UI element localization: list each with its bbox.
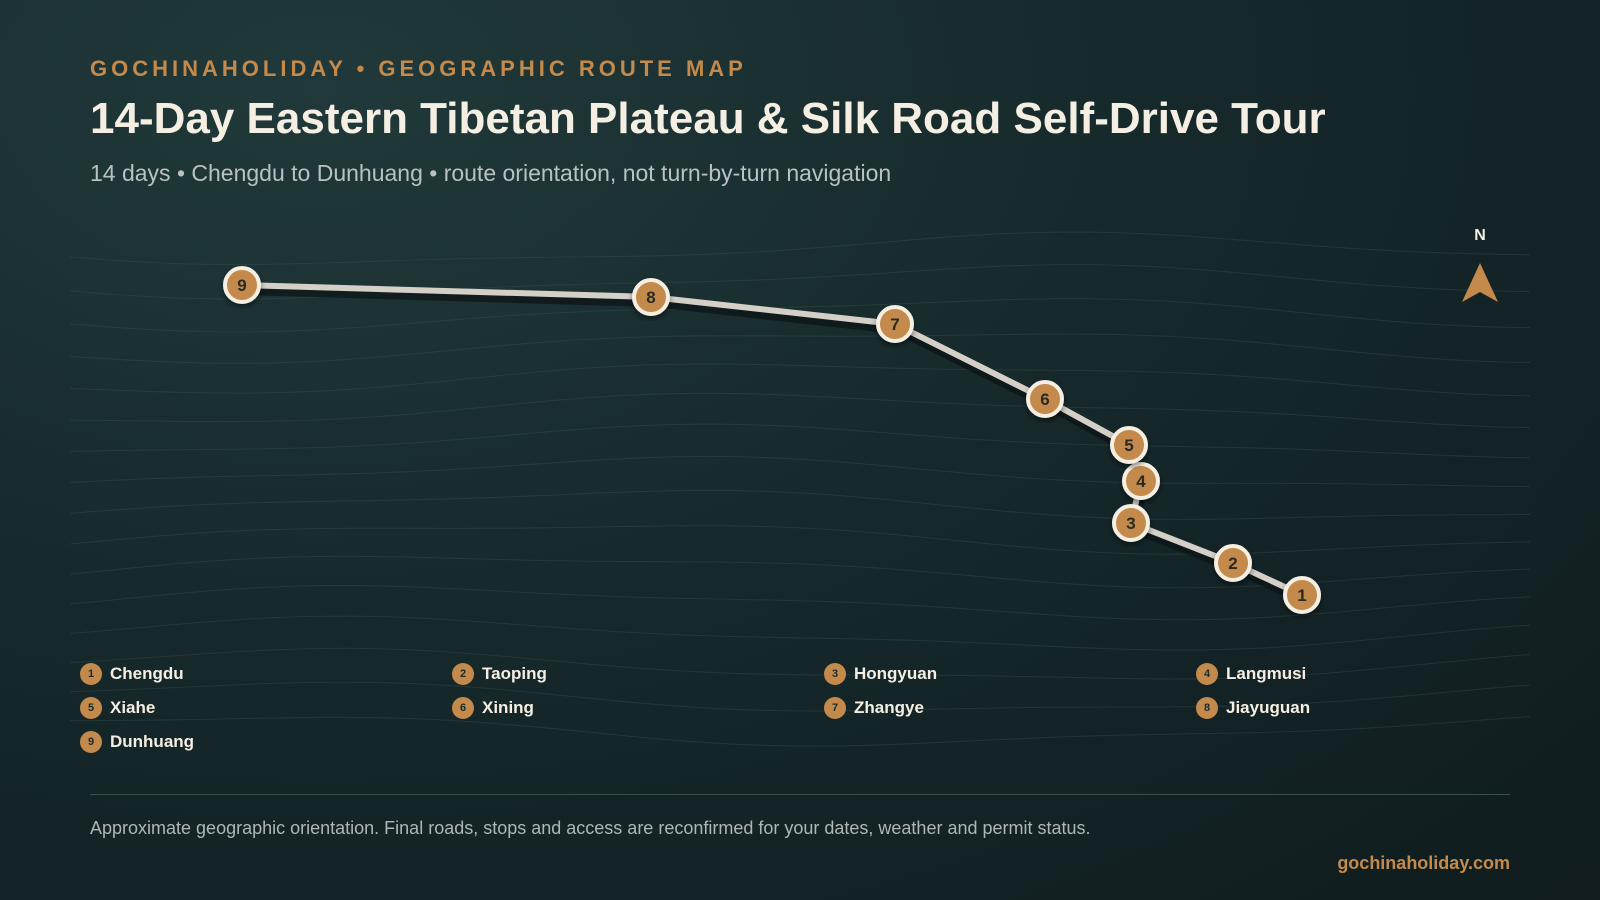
contour-line [69,489,1531,520]
eyebrow-label: GOCHINAHOLIDAY • GEOGRAPHIC ROUTE MAP [90,56,747,81]
marker-number: 7 [890,315,899,334]
legend-item-chengdu: 1 Chengdu [80,663,452,685]
route-marker-taoping: 2 [1214,544,1252,582]
legend-label: Chengdu [110,664,184,683]
contour-line [69,423,1531,459]
marker-circle [1026,380,1064,418]
route-markers: 1 2 3 45 6 7 8 9 [223,266,1321,614]
compass-label: N [1474,227,1486,244]
contour-line [69,585,1531,621]
marker-circle [1283,576,1321,614]
contour-line [69,525,1531,555]
contour-line [69,298,1531,333]
legend-number: 8 [1196,697,1218,719]
marker-number: 6 [1040,390,1049,409]
page-title: 14-Day Eastern Tibetan Plateau & Silk Ro… [90,94,1326,143]
legend-number: 4 [1196,663,1218,685]
marker-number: 3 [1126,514,1135,533]
contour-line [69,333,1531,364]
marker-number: 1 [1297,586,1306,605]
route-marker-dunhuang: 9 [223,266,261,304]
legend-item-taoping: 2 Taoping [452,663,824,685]
page-subtitle: 14 days • Chengdu to Dunhuang • route or… [90,160,892,186]
route-marker-hongyuan: 3 [1112,504,1150,542]
legend-number: 2 [452,663,474,685]
contour-line [69,363,1531,397]
legend-item-xiahe: 5 Xiahe [80,697,452,719]
route-marker-chengdu: 1 [1283,576,1321,614]
route-marker-jiayuguan: 8 [632,278,670,316]
footnote: Approximate geographic orientation. Fina… [90,818,1091,838]
contour-line [70,716,1531,747]
legend-number: 3 [824,663,846,685]
legend-number: 5 [80,697,102,719]
legend-label: Jiayuguan [1226,698,1311,717]
legend-label: Dunhuang [110,732,195,751]
marker-number: 8 [646,288,655,307]
marker-number: 9 [237,276,246,295]
website-link[interactable]: gochinaholiday.com [1337,853,1510,873]
legend-item-xining: 6 Xining [452,697,824,719]
marker-circle [1214,544,1252,582]
marker-circle [1122,462,1160,500]
north-arrow-icon [1462,263,1498,302]
contour-line [69,647,1531,680]
contour-line [69,681,1531,712]
marker-circle [632,278,670,316]
legend-label: Hongyuan [854,664,938,683]
route-marker-langmusi: 4 [1122,462,1160,500]
legend-number: 6 [452,697,474,719]
stop-legend: 1 Chengdu 2 Taoping 3 Hongyuan 4 Langmusi 5 Xiahe… [80,663,1560,753]
legend-item-langmusi: 4 Langmusi [1196,663,1568,685]
compass: N [1462,227,1498,302]
marker-number: 4 [1136,472,1146,491]
marker-circle [1110,426,1148,464]
route-marker-zhangye: 7 [876,305,914,343]
route-marker-xining: 6 [1026,380,1064,418]
legend-label: Taoping [482,664,547,683]
footer-divider [90,794,1510,795]
legend-item-dunhuang: 9 Dunhuang [80,731,452,753]
contour-line [69,264,1531,300]
legend-item-jiayuguan: 8 Jiayuguan [1196,697,1568,719]
legend-number: 1 [80,663,102,685]
marker-circle [223,266,261,304]
legend-label: Langmusi [1226,664,1307,683]
contour-line [69,392,1531,429]
terrain-contours [69,231,1531,747]
legend-number: 9 [80,731,102,753]
legend-item-zhangye: 7 Zhangye [824,697,1196,719]
legend-label: Zhangye [854,698,924,717]
marker-number: 5 [1124,436,1133,455]
marker-circle [876,305,914,343]
contour-line [69,455,1531,488]
legend-item-hongyuan: 3 Hongyuan [824,663,1196,685]
contour-line [69,231,1531,266]
contour-line [69,615,1531,651]
legend-label: Xiahe [110,698,156,717]
marker-number: 2 [1228,554,1237,573]
legend-number: 7 [824,697,846,719]
route-marker-xiahe: 5 [1110,426,1148,464]
legend-label: Xining [482,698,534,717]
marker-circle [1112,504,1150,542]
